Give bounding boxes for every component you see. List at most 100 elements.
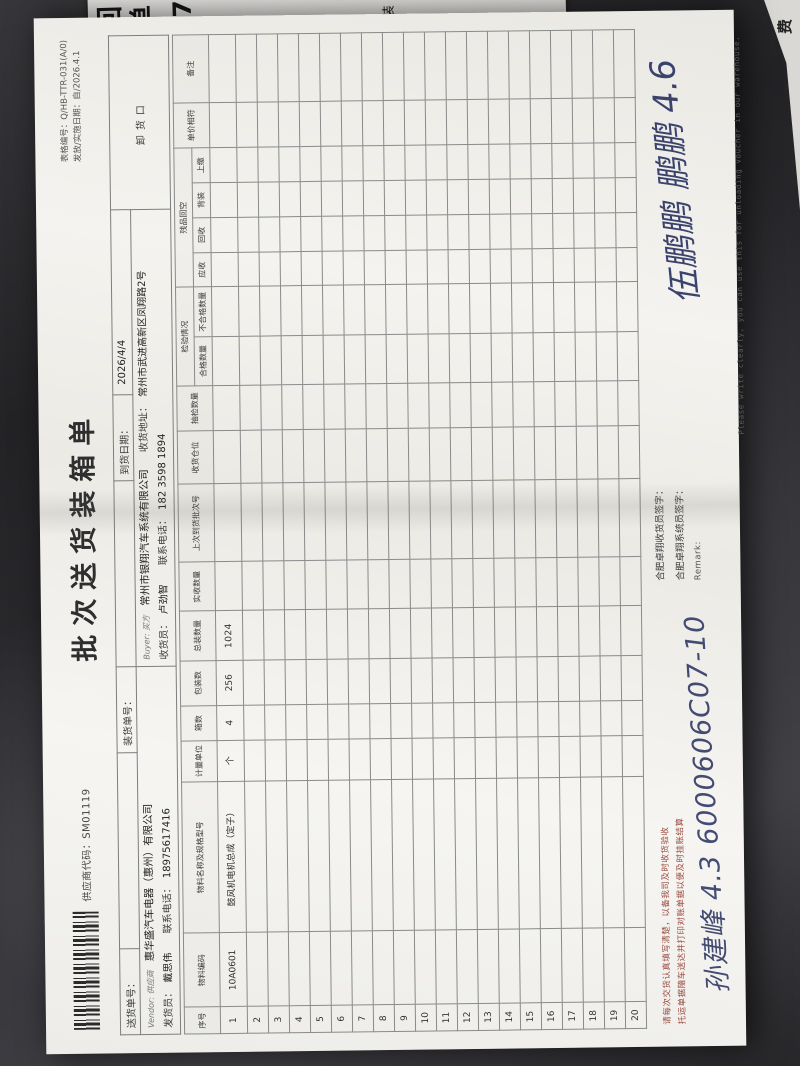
column-header: 箱数 xyxy=(180,705,217,741)
table-cell xyxy=(368,608,390,659)
table-cell xyxy=(509,98,531,145)
table-cell xyxy=(537,736,560,778)
form-number-line: 表格编号：Q/HB-TTR-031(A/0) xyxy=(58,39,71,163)
table-cell xyxy=(474,736,497,779)
table-cell xyxy=(471,480,494,559)
table-cell: 10A0601 xyxy=(219,932,248,1007)
table-cell xyxy=(531,213,553,249)
row-number-cell: 15 xyxy=(520,1003,542,1030)
table-cell xyxy=(243,704,265,740)
table-cell xyxy=(594,212,616,248)
table-cell xyxy=(362,100,384,146)
table-cell xyxy=(259,335,282,385)
table-cell xyxy=(572,142,595,179)
column-header: 物料名称及规格型号 xyxy=(181,781,220,934)
column-header: 收货仓位 xyxy=(177,430,214,485)
table-cell xyxy=(365,383,388,429)
column-header: 应收 xyxy=(192,252,212,288)
table-cell xyxy=(601,776,625,929)
footer-signatures: 合肥卓翔收货员签字： 合肥卓翔系统员签字： Remark: xyxy=(641,240,749,581)
table-cell xyxy=(425,144,448,180)
table-cell xyxy=(306,704,328,740)
table-cell xyxy=(242,659,265,706)
table-cell xyxy=(427,333,450,383)
table-cell xyxy=(555,426,577,480)
packing-list-document: 供应商代码：SM01119 批次送货装箱单 表格编号：Q/HB-TTR-031(… xyxy=(48,28,746,1036)
table-cell xyxy=(348,738,371,780)
table-cell xyxy=(488,98,510,145)
table-cell xyxy=(385,333,408,384)
column-header: 抽检数量 xyxy=(176,385,214,432)
table-cell xyxy=(550,30,573,99)
table-cell xyxy=(531,178,553,214)
vendor-line-2: 发货员： 戴思伟 联系电话： 18975617416 xyxy=(157,672,178,1028)
remark-label: Remark: xyxy=(692,541,704,581)
table-cell xyxy=(533,381,556,427)
table-cell xyxy=(450,427,472,482)
table-cell xyxy=(258,181,280,217)
table-cell xyxy=(282,482,305,562)
table-cell xyxy=(595,282,617,332)
table-cell xyxy=(262,561,285,611)
table-cell xyxy=(621,700,643,736)
table-cell xyxy=(285,739,308,781)
table-cell xyxy=(237,216,259,252)
table-cell xyxy=(509,143,532,179)
table-cell xyxy=(279,181,301,217)
table-cell xyxy=(405,249,428,285)
table-cell xyxy=(382,32,405,101)
table-cell xyxy=(510,178,532,214)
row-number-cell: 2 xyxy=(247,1006,269,1034)
table-cell xyxy=(620,605,642,656)
table-cell xyxy=(487,31,510,100)
table-cell xyxy=(600,735,623,777)
table-cell xyxy=(345,482,368,561)
table-cell xyxy=(341,145,364,181)
table-cell xyxy=(389,608,411,659)
table-cell xyxy=(495,701,517,737)
table-cell xyxy=(489,213,511,249)
table-cell xyxy=(324,482,347,561)
table-cell xyxy=(345,428,367,483)
table-cell xyxy=(300,250,323,287)
table-cell xyxy=(556,557,579,607)
table-cell xyxy=(516,701,538,737)
table-cell xyxy=(456,929,479,1005)
table-cell xyxy=(363,180,385,216)
table-cell xyxy=(363,250,386,286)
table-cell xyxy=(406,333,429,384)
table-cell xyxy=(210,217,238,253)
row-number-cell: 4 xyxy=(289,1005,311,1033)
table-cell xyxy=(552,247,575,283)
table-cell xyxy=(326,658,349,705)
vendor-name: 惠华盛汽车电器（惠州）有限公司 xyxy=(142,803,157,962)
table-cell xyxy=(600,700,622,736)
table-cell xyxy=(431,657,454,703)
table-cell xyxy=(281,384,304,430)
table-cell xyxy=(529,30,552,99)
table-cell xyxy=(552,178,574,214)
table-cell xyxy=(414,930,437,1005)
table-cell xyxy=(617,380,640,426)
table-cell xyxy=(580,776,604,929)
table-cell xyxy=(264,704,286,740)
table-cell xyxy=(390,703,412,739)
table-cell: 256 xyxy=(215,660,244,706)
table-cell xyxy=(328,779,352,932)
table-cell xyxy=(368,658,391,704)
table-cell xyxy=(498,929,521,1004)
table-cell xyxy=(495,736,518,778)
table-cell xyxy=(322,285,344,335)
table-cell xyxy=(258,216,280,252)
table-cell xyxy=(620,655,643,701)
table-cell xyxy=(532,332,555,382)
arrival-date-value: 2026/4/4 xyxy=(110,209,133,396)
table-cell xyxy=(341,100,363,147)
table-cell xyxy=(279,216,301,252)
row-number-cell: 11 xyxy=(436,1004,458,1031)
table-cell xyxy=(445,31,468,100)
table-cell: 鼓风机电机总成（定子） xyxy=(217,781,247,934)
shipper-name: 戴思伟 xyxy=(162,952,175,983)
table-cell xyxy=(409,559,432,609)
